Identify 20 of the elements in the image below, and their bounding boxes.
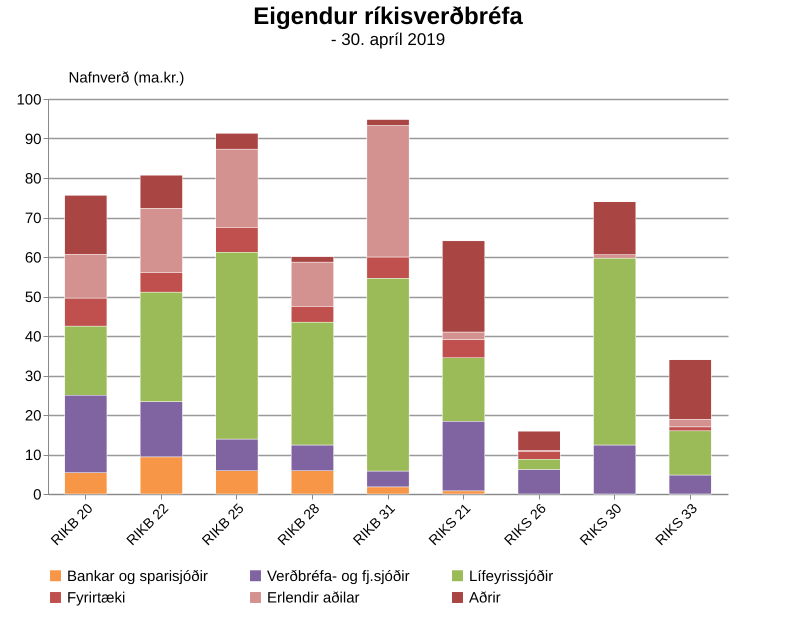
y-tick-label: 70 [24,210,42,227]
y-tick-label: 90 [24,131,42,148]
legend-label: Aðrir [469,590,501,606]
y-tick-label: 20 [24,408,42,424]
chart-title: Eigendur ríkisverðbréfa [253,3,524,30]
legend-label: Erlendir aðilar [267,590,360,606]
y-tick-label: 0 [33,486,42,504]
y-tick-label: 100 [16,92,42,108]
y-tick-label: 40 [24,328,42,346]
legend-label: Fyrirtæki [67,590,126,606]
y-tick-label: 50 [24,289,42,306]
y-axis-title: Nafnverð (ma.kr.) [68,70,184,86]
legend-label: Lífeyrissjóðir [469,568,554,585]
y-tick-label: 30 [24,368,42,385]
legend-label: Verðbréfa- og fj.sjóðir [267,568,410,585]
legend-label: Bankar og sparisjóðir [67,568,208,585]
y-tick-label: 80 [24,170,42,188]
y-tick-label: 10 [24,447,42,464]
chart-subtitle: - 30. apríl 2019 [330,30,446,49]
y-tick-label: 60 [24,250,42,266]
